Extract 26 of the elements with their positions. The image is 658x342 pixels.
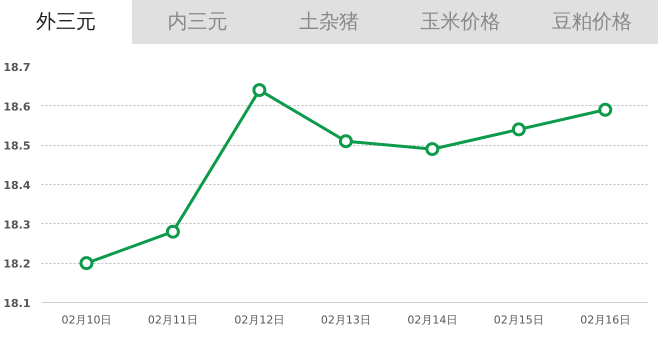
point	[425, 142, 440, 156]
x-tick-label: 02月11日	[148, 314, 198, 326]
point	[252, 83, 266, 98]
y-tick-label: 18.6	[3, 100, 31, 114]
point	[166, 224, 180, 239]
x-tick-label: 02月16日	[580, 314, 630, 326]
point	[79, 256, 94, 270]
text: 外三元	[0, 0, 132, 44]
point	[598, 102, 612, 117]
y-tick-label: 18.7	[3, 61, 30, 74]
y-tick-label: 18.4	[3, 179, 31, 192]
y-tick-label: 18.2	[3, 258, 30, 271]
x-tick-label: 02月12日	[234, 314, 284, 326]
y-tick-label: 18.5	[3, 140, 30, 153]
text: 土杂猪	[263, 0, 395, 44]
y-tick-label: 18.3	[3, 218, 30, 232]
point	[338, 134, 353, 148]
y-tick-label: 18.1	[3, 297, 30, 310]
text: 豆粕价格	[526, 0, 658, 44]
text: 玉米价格	[394, 0, 526, 44]
x-tick-label: 02月14日	[407, 314, 458, 326]
x-tick-label: 02月15日	[494, 314, 544, 326]
point	[512, 122, 526, 136]
x-tick-label: 02月10日	[61, 314, 112, 326]
x-tick-label: 02月13日	[320, 314, 371, 326]
text: 内三元	[132, 0, 264, 44]
